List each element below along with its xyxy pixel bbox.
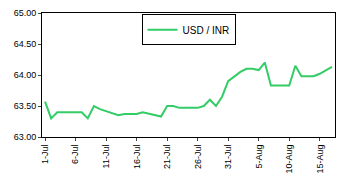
svg-text:USD / INR: USD / INR [183, 25, 230, 36]
svg-text:63.00: 63.00 [14, 132, 37, 142]
svg-text:64.50: 64.50 [14, 39, 37, 49]
svg-text:16-Jul: 16-Jul [132, 145, 142, 170]
svg-text:11-Jul: 11-Jul [101, 145, 111, 169]
svg-text:6-Jul: 6-Jul [70, 145, 80, 165]
svg-text:31-Jul: 31-Jul [223, 145, 233, 170]
svg-text:64.00: 64.00 [14, 70, 37, 80]
svg-text:26-Jul: 26-Jul [193, 145, 203, 170]
svg-text:1-Jul: 1-Jul [40, 145, 50, 165]
svg-text:63.50: 63.50 [14, 101, 37, 111]
svg-text:65.00: 65.00 [14, 8, 37, 18]
svg-text:21-Jul: 21-Jul [162, 145, 172, 170]
svg-text:5-Aug: 5-Aug [254, 145, 264, 169]
svg-text:10-Aug: 10-Aug [284, 145, 294, 174]
svg-text:15-Aug: 15-Aug [315, 145, 325, 174]
